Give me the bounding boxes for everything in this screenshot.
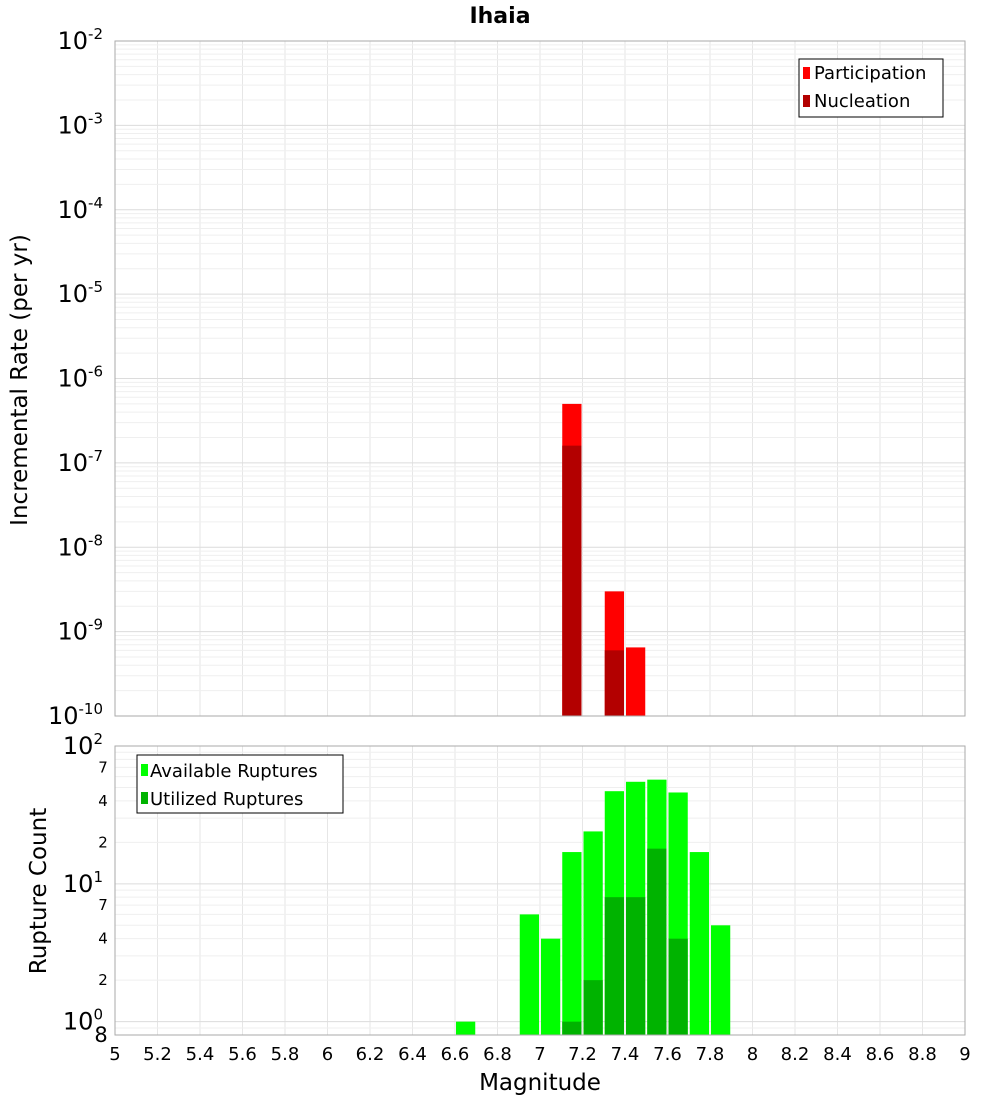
count-y-minor-tick-label: 7	[98, 896, 108, 914]
x-tick-label: 5.6	[228, 1044, 257, 1065]
count-y-tick-labels: 100 101 102 2 4 7 2 4 7	[63, 730, 108, 1036]
x-tick-label: 5.2	[143, 1044, 172, 1065]
rate-plot-border	[114, 40, 966, 717]
rate-legend-box	[798, 58, 944, 118]
rate-y-tick-label: 10-9	[57, 616, 103, 646]
count-plot-border	[114, 745, 966, 1036]
rate-panel: 10-10 10-9 10-8 10-7 10-6 10-5 10-4 10-3 10-2 In…	[7, 25, 966, 730]
rate-y-tick-label: 10-4	[57, 194, 103, 224]
available-ruptures-bar	[456, 1021, 476, 1035]
count-y-minor-tick-label: 7	[98, 758, 108, 776]
utilized-ruptures-bar	[668, 938, 688, 1035]
count-legend-box	[136, 754, 344, 814]
available-legend-label: Available Ruptures	[150, 761, 318, 782]
utilized-ruptures-bar	[604, 897, 624, 1035]
available-ruptures-bar	[541, 938, 561, 1035]
rate-y-tick-label: 10-8	[57, 531, 103, 561]
rate-legend: Participation Nucleation	[798, 58, 944, 118]
x-tick-label: 7.2	[568, 1044, 597, 1065]
available-ruptures-bar	[711, 925, 731, 1035]
rate-y-tick-label: 10-3	[57, 109, 103, 139]
nucleation-legend-swatch	[803, 95, 810, 107]
count-y-axis-label: Rupture Count	[26, 808, 52, 974]
rate-y-tick-label: 10-7	[57, 447, 103, 477]
count-y-tick-label: 101	[63, 868, 103, 898]
x-tick-label: 5.4	[186, 1044, 215, 1065]
participation-bar	[626, 647, 646, 716]
nucleation-bar	[562, 445, 582, 716]
rate-bars	[562, 403, 646, 716]
utilized-legend-label: Utilized Ruptures	[150, 789, 303, 810]
x-tick-label: 6.8	[483, 1044, 512, 1065]
x-tick-label: 5.8	[271, 1044, 300, 1065]
x-tick-label: 8.4	[823, 1044, 852, 1065]
count-y-bottom-label: 8	[94, 1023, 107, 1047]
count-bars	[456, 779, 731, 1035]
count-y-minor-tick-label: 2	[98, 971, 108, 989]
count-y-tick-label: 102	[63, 730, 103, 760]
x-tick-labels: 5 5.2 5.4 5.6 5.8 6 6.2 6.4 6.6 6.8 7 7.2 7.4 7.6 7.8 8…	[109, 1044, 970, 1065]
x-tick-label: 8	[747, 1044, 758, 1065]
available-ruptures-bar	[519, 914, 539, 1035]
rate-y-tick-label: 10-10	[48, 700, 103, 730]
count-y-minor-tick-label: 4	[98, 930, 108, 948]
nucleation-legend-label: Nucleation	[814, 91, 910, 112]
x-tick-label: 5	[109, 1044, 120, 1065]
count-y-tick-label: 100	[63, 1006, 103, 1036]
rate-gridlines	[114, 40, 966, 717]
utilized-ruptures-bar	[562, 1021, 582, 1035]
participation-legend-label: Participation	[814, 63, 926, 84]
x-tick-label: 8.2	[781, 1044, 810, 1065]
x-tick-label: 7	[534, 1044, 545, 1065]
count-y-minor-tick-label: 4	[98, 792, 108, 810]
utilized-ruptures-bar	[583, 980, 603, 1035]
x-tick-label: 8.6	[866, 1044, 895, 1065]
x-tick-label: 8.8	[908, 1044, 937, 1065]
chart-title: Ihaia	[469, 4, 530, 29]
x-tick-label: 7.8	[696, 1044, 725, 1065]
x-tick-label: 7.6	[653, 1044, 682, 1065]
x-tick-label: 6.6	[441, 1044, 470, 1065]
utilized-legend-swatch	[141, 792, 148, 804]
rate-y-axis-label: Incremental Rate (per yr)	[7, 234, 33, 526]
rate-y-tick-labels: 10-10 10-9 10-8 10-7 10-6 10-5 10-4 10-3 10-2	[48, 25, 103, 730]
x-tick-label: 9	[959, 1044, 970, 1065]
participation-legend-swatch	[803, 67, 810, 79]
x-tick-label: 6	[322, 1044, 333, 1065]
x-tick-label: 7.4	[611, 1044, 640, 1065]
x-tick-label: 6.2	[356, 1044, 385, 1065]
x-tick-label: 6.4	[398, 1044, 427, 1065]
nucleation-bar	[604, 650, 624, 716]
utilized-ruptures-bar	[647, 848, 667, 1035]
available-legend-swatch	[141, 764, 148, 776]
x-axis-label: Magnitude	[479, 1070, 601, 1096]
available-ruptures-bar	[562, 852, 582, 1035]
available-ruptures-bar	[689, 852, 709, 1035]
rate-y-tick-label: 10-2	[57, 25, 103, 55]
utilized-ruptures-bar	[626, 897, 646, 1035]
count-legend: Available Ruptures Utilized Ruptures	[136, 754, 344, 814]
rate-y-tick-label: 10-5	[57, 278, 103, 308]
count-y-minor-tick-label: 2	[98, 833, 108, 851]
rate-y-tick-label: 10-6	[57, 363, 103, 393]
